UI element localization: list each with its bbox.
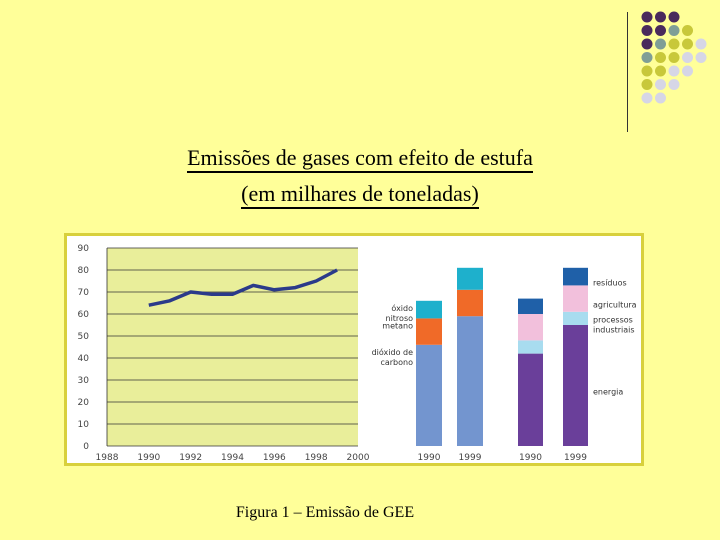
decorative-dot <box>641 38 653 50</box>
gas-bar-segment <box>457 289 483 317</box>
sector-bar-segment <box>563 285 588 312</box>
decorative-dot <box>655 25 666 36</box>
gas-bar-segment <box>457 316 483 446</box>
decorative-dot <box>695 52 707 63</box>
y-tick-label: 10 <box>78 420 90 430</box>
x-tick-label: 1996 <box>263 453 286 463</box>
figure-caption: Figura 1 – Emissão de GEE <box>235 504 415 521</box>
decorative-dot <box>655 11 666 23</box>
sector-series-label: processos <box>593 315 633 324</box>
y-tick-label: 90 <box>78 244 90 254</box>
y-tick-label: 30 <box>78 376 90 386</box>
sector-series-label: industriais <box>593 325 635 334</box>
decorative-dot <box>655 79 666 90</box>
decorative-dot <box>668 11 680 23</box>
decorative-dot <box>641 92 653 104</box>
y-tick-label: 70 <box>78 288 90 298</box>
emissions-chart: 0 10 20 30 40 50 60 70 80 90 1988 1990 1992 1994 1996 1… <box>78 244 637 463</box>
decorative-vertical-line <box>627 12 628 132</box>
decorative-dot <box>641 25 653 36</box>
sector-bar-segment <box>518 353 543 446</box>
decorative-dot <box>682 25 693 36</box>
x-tick-label: 1992 <box>179 453 202 463</box>
x-tick-label: 1990 <box>137 453 160 463</box>
chart-frame: 0 10 20 30 40 50 60 70 80 90 1988 1990 1992 1994 1996 1… <box>64 233 644 466</box>
sector-bar-segment <box>518 340 543 354</box>
slide-title-line-1: Emissões de gases com efeito de estufa <box>0 145 720 173</box>
decorative-dot <box>655 92 666 104</box>
decorative-dot <box>682 52 693 63</box>
sector-bar-segment <box>563 311 588 325</box>
decorative-dot <box>668 25 680 36</box>
decorative-dot <box>668 79 680 90</box>
gas-bar-segment <box>416 344 442 446</box>
x-tick-label: 1998 <box>305 453 328 463</box>
gas-bar-segment <box>457 267 483 290</box>
decorative-dot <box>682 65 693 77</box>
decorative-dot <box>668 52 680 63</box>
gas-series-label: nitroso <box>386 314 414 323</box>
sector-category-label: 1999 <box>564 453 587 463</box>
gas-series-label: carbono <box>380 358 413 367</box>
gas-series-label: óxido <box>391 303 413 313</box>
decorative-dot <box>695 38 707 50</box>
decorative-dot <box>655 38 666 50</box>
decorative-dot <box>682 38 693 50</box>
x-tick-label: 1994 <box>221 453 244 463</box>
emissions-line <box>148 268 338 307</box>
y-tick-label: 80 <box>78 266 90 276</box>
decorative-dot <box>655 52 666 63</box>
y-tick-label: 40 <box>78 354 90 364</box>
decorative-dot <box>641 52 653 63</box>
gas-series-label: dióxido de <box>372 347 414 357</box>
decorative-dot <box>641 11 653 23</box>
sector-bar-segment <box>563 267 588 286</box>
decorative-dot <box>655 65 666 77</box>
gas-bar-segment <box>416 300 442 319</box>
y-tick-label: 20 <box>78 398 90 408</box>
sector-series-label: agricultura <box>593 301 637 310</box>
sector-series-label: resíduos <box>593 279 627 288</box>
gas-series-label: metano <box>382 321 413 330</box>
decorative-dot <box>668 38 680 50</box>
sector-series-label: energia <box>593 388 623 397</box>
y-tick-label: 50 <box>78 332 90 342</box>
y-tick-label: 60 <box>78 310 90 320</box>
decorative-dot <box>668 65 680 77</box>
gas-category-label: 1990 <box>418 453 441 463</box>
x-tick-label: 1988 <box>96 453 119 463</box>
sector-category-label: 1990 <box>519 453 542 463</box>
gas-bar-segment <box>416 318 442 345</box>
slide-title-line-2: (em milhares de toneladas) <box>0 181 720 209</box>
sector-bar-segment <box>518 298 543 314</box>
decorative-dot <box>641 65 653 77</box>
y-tick-label: 0 <box>83 442 89 452</box>
gas-category-label: 1999 <box>459 453 482 463</box>
sector-bar-segment <box>518 314 543 341</box>
decorative-dot-grid <box>641 11 707 104</box>
sector-bar-segment <box>563 325 588 446</box>
x-tick-label: 2000 <box>347 453 370 463</box>
decorative-dot <box>641 79 653 90</box>
